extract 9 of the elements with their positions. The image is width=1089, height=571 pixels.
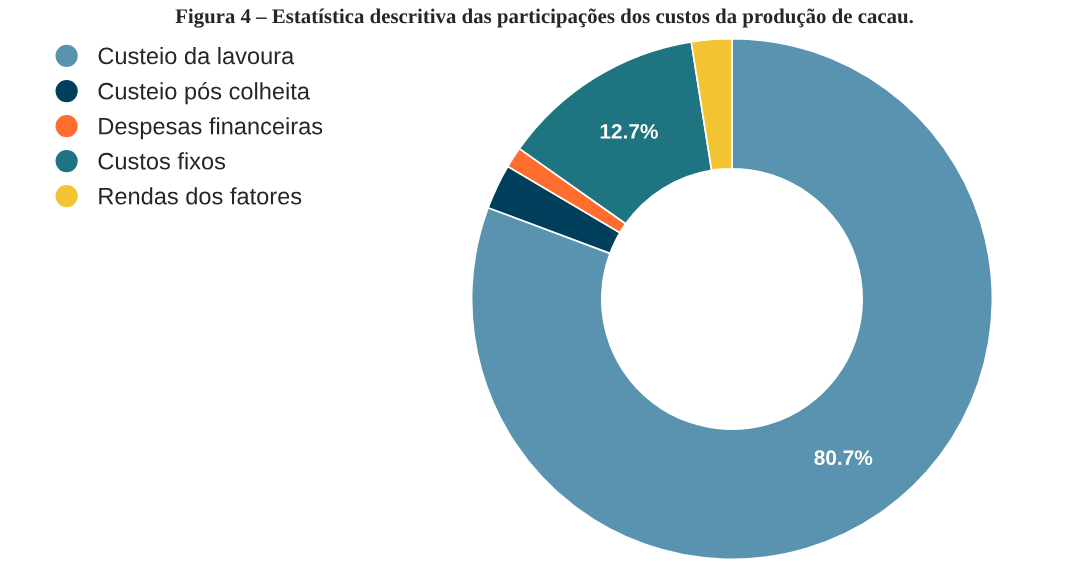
legend-label: Custos fixos [98, 152, 226, 170]
legend-label: Custeio pós colheita [98, 81, 310, 105]
legend-label: Custeio da lavoura [98, 46, 295, 65]
data-label: 12.7% [600, 123, 658, 139]
chart-title: Figura 4 – Estatística descritiva das participações dos custos da produção de cacau. [175, 8, 913, 28]
donut-slice [470, 37, 994, 561]
legend-label: Rendas dos fatores [99, 187, 302, 205]
data-label: 80.7% [814, 450, 873, 466]
legend-label: Despesas financeiras [99, 117, 323, 140]
